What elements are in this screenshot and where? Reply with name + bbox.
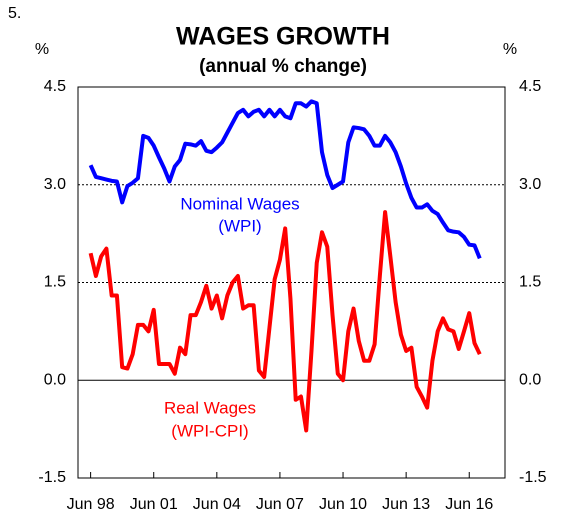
series-annotation: Real Wages: [164, 398, 256, 417]
series-annotation: (WPI-CPI): [171, 421, 248, 440]
series-line: [88, 210, 482, 433]
y-tick-label: 3.0: [44, 176, 66, 193]
series-annotation: (WPI): [218, 216, 261, 235]
x-tick-label: Jun 98: [67, 496, 115, 513]
x-tick-label: Jun 13: [382, 496, 430, 513]
y2-tick-label: 3.0: [519, 176, 541, 193]
y2-tick-label: 0.0: [519, 371, 541, 388]
y-tick-label: 4.5: [44, 78, 66, 95]
x-tick-label: Jun 16: [445, 496, 493, 513]
chart-title: WAGES GROWTH: [176, 23, 390, 51]
series-annotation: Nominal Wages: [180, 194, 299, 213]
y2-tick-label: -1.5: [519, 469, 547, 486]
y2-tick-label: 1.5: [519, 274, 541, 291]
y-tick-label: 1.5: [44, 274, 66, 291]
y-tick-label: -1.5: [38, 469, 66, 486]
y2-tick-label: 4.5: [519, 78, 541, 95]
y-unit: %: [35, 41, 49, 58]
x-tick-label: Jun 01: [130, 496, 178, 513]
series-line: [88, 99, 482, 260]
x-tick-label: Jun 04: [193, 496, 241, 513]
y2-unit: %: [503, 41, 517, 58]
x-tick-label: Jun 10: [319, 496, 367, 513]
chart-number: 5.: [8, 5, 21, 22]
x-tick-label: Jun 07: [256, 496, 304, 513]
chart-subtitle: (annual % change): [199, 56, 367, 77]
y-tick-label: 0.0: [44, 371, 66, 388]
plot-frame: [77, 86, 506, 479]
